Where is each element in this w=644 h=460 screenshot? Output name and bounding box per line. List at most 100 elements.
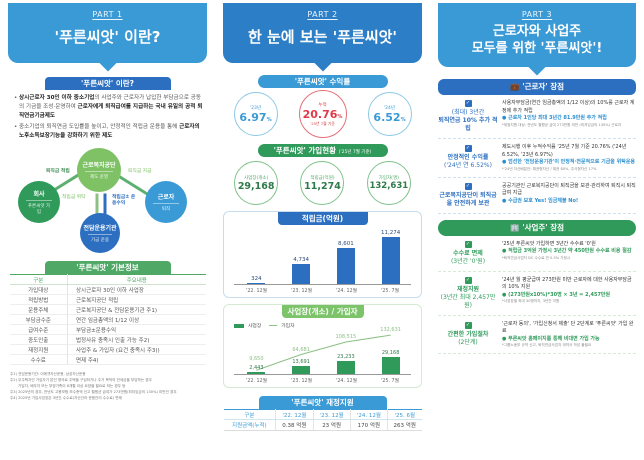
node-kcomwel: 근로복지공단 제도 운영 <box>77 148 121 192</box>
chart-legend: 사업장 가입자 <box>234 322 421 329</box>
connector-line <box>103 193 107 216</box>
label-payout: 퇴직금 지급 <box>128 169 152 174</box>
workplace-value-label: 29,168 <box>381 350 400 357</box>
benefit-row: ✓ 근로복지공단이 퇴직금을 안전하게 보관 공공기관인 근로복지공단이 퇴직금을… <box>438 178 636 214</box>
workplace-bar <box>381 357 400 374</box>
fund-support-heading: '푸른씨앗' 재정지원 <box>258 396 387 409</box>
structure-diagram: 근로복지공단 제도 운영 회사 푸른씨앗 가입 근로자 퇴직 전담운용기관 기금… <box>0 143 215 255</box>
table-row: 수수료 면제 주4) <box>9 354 206 365</box>
part-title: '푸른씨앗' 이란? <box>54 28 161 46</box>
benefit-row: ✓ 간편한 가입절차 (2단계) '근로자 동의', '가입신청서 제출' 단 2단… <box>438 316 636 354</box>
part-label: PART 2 <box>307 10 338 19</box>
column-header: 구분 <box>9 274 68 285</box>
member-value-label: 108,515 <box>335 333 357 340</box>
employer-benefits-heading: 🏢 '사업주' 장점 <box>438 219 636 236</box>
chart-title: 적립금(억원) <box>277 212 368 225</box>
legend-swatch-line <box>269 325 278 326</box>
benefit-row: ✓ 수수료 면제 (3년간 '0'원) '25년 푸른씨앗 가입하면 3년간 수수료… <box>438 236 636 272</box>
part2-header: PART 2 한 눈에 보는 '푸른씨앗' <box>223 3 422 63</box>
benefit-row: ✓ 안정적인 수익률 ('24년 연 6.52%) 제도시행 이후 누적수익률 '2… <box>438 139 636 178</box>
part3-header: PART 3 근로자와 사업주 모두를 위한 '푸른씨앗'! <box>438 3 636 67</box>
check-icon: ✓ <box>464 182 472 190</box>
table-row: 중도인출 법정사유 충족시 인출 가능 주2) <box>9 334 206 345</box>
stat-reserves: 적립금(억원) 11,274 <box>300 161 345 205</box>
intro-bullets: 상시근로자 30인 이하 중소기업의 사업주와 근로자가 납입한 부담금으로 공… <box>14 94 205 141</box>
check-icon: ✓ <box>464 100 472 107</box>
x-tick-label: '22. 12월 <box>246 289 267 294</box>
bar-value-label: 324 <box>251 275 262 282</box>
part-label: PART 3 <box>521 10 553 19</box>
footnote: 주1) 전담운용기관: 이에셋자산운용, 삼성자산운용 <box>10 372 86 376</box>
workplace-value-label: 13,691 <box>292 359 310 366</box>
bar <box>247 282 266 284</box>
membership-circles: 사업장(개소) 29,168 적립금(억원) 11,274 가입자(명) 132… <box>223 161 422 205</box>
node-worker: 근로자 퇴직 <box>145 181 187 223</box>
return-2024: '24년 6.52% <box>367 92 412 136</box>
check-icon: ✓ <box>464 240 472 248</box>
part-label: PART 1 <box>92 10 123 19</box>
footnote: 가입자, 배우자 또는 부양가족이 6개월 이상 요양을 필요로 하는 경우 등 <box>18 384 126 388</box>
bar-area: 324 4,734 8,601 11,274 <box>234 225 411 285</box>
member-line <box>256 334 391 371</box>
node-company: 회사 푸른씨앗 가입 <box>18 181 60 223</box>
combo-area: 2,443 9,650 13,691 64,681 23,233 108,515 29,16… <box>234 327 411 375</box>
part3-panel: PART 3 근로자와 사업주 모두를 위한 '푸른씨앗'! 💼 '근로자' 장점… <box>430 0 644 460</box>
worker-benefits-heading: 💼 '근로자' 장점 <box>438 79 636 95</box>
workplace-bar <box>292 366 311 374</box>
intro-bullet: 중소기업의 퇴직연금 도입률을 높이고, 안정적인 적립금 운용을 통해 근로자… <box>14 123 205 141</box>
stat-members: 가입자(명) 132,631 <box>366 161 411 205</box>
footnote: 주4) 2025년 가입사업장은 3년간 수수료(자산관리·운용관리 수수료) … <box>10 396 122 400</box>
x-tick-label: '23. 12월 <box>291 289 313 294</box>
intro-bullet: 상시근로자 30인 이하 중소기업의 사업주와 근로자가 납입한 부담금으로 공… <box>14 94 205 121</box>
table-row: 지원금액(누적) 0.38 억원 23 억원 170 억원 263 억원 <box>223 419 422 431</box>
x-axis-labels: '22. 12월 '23. 12월 '24. 12월 '25. 7월 <box>234 287 411 294</box>
bar-value-label: 8,601 <box>338 241 354 248</box>
member-value-label: 132,631 <box>380 327 401 334</box>
node-fund-manager: 전담운용기관 기금 운용 <box>80 213 120 253</box>
table-row: 가입대상 상시근로자 30인 이하 사업장 <box>9 284 206 295</box>
table-row: 급여수준 부담금±운용수익 <box>9 324 206 335</box>
label-entrust: 적립금 위탁 <box>62 195 86 200</box>
reserves-bar-chart: 적립금(억원) 324 4,734 8,601 11,274 '22. 12월 '23.… <box>223 211 422 298</box>
workplace-bar <box>336 360 355 374</box>
workplace-member-chart: 사업장(개소) / 가입자(명) 사업장 가입자 2,443 9,650 13,69… <box>223 304 422 388</box>
benefit-row: ✓ 재정지원 (3년간 최대 2,457만원) '24년 월 평균급여 273만원 … <box>438 272 636 316</box>
bar <box>292 264 311 284</box>
member-value-label: 9,650 <box>249 356 264 363</box>
returns-circles: '23년 6.97% 누적 20.76% '25년 7월 기준 '24년 6.5… <box>223 90 422 138</box>
label-deposit: 퇴직금 적립 <box>46 169 70 174</box>
workplace-bar <box>247 372 266 374</box>
table-row: 재정지원 사업주 & 가입자 (요건 충족시 주3)) <box>9 344 206 355</box>
connector-line <box>115 173 150 196</box>
workplace-value-label: 23,233 <box>337 353 355 360</box>
x-tick-label: '24. 12월 <box>336 289 358 294</box>
chart-title: 사업장(개소) / 가입자(명) <box>281 305 364 329</box>
x-tick-label: '23. 12월 <box>291 379 313 384</box>
bar <box>381 237 400 284</box>
briefcase-icon: 💼 <box>509 82 520 91</box>
fund-support-table: 구분 '22. 12월 '23. 12월 '24. 12월 '25. 6월 지원… <box>223 409 422 431</box>
x-tick-label: '25. 7월 <box>381 379 399 384</box>
check-icon: ✓ <box>464 145 472 153</box>
basic-info-table: 구분 주요내용 가입대상 상시근로자 30인 이하 사업장 적립방법 근로복지공단 … <box>9 274 206 365</box>
return-cumulative: 누적 20.76% '25년 7월 기준 <box>298 90 347 138</box>
x-tick-label: '24. 12월 <box>336 379 358 384</box>
x-tick-label: '22. 12월 <box>246 379 267 384</box>
part-title: 근로자와 사업주 모두를 위한 '푸른씨앗'! <box>471 24 603 56</box>
legend-swatch-bar <box>234 323 244 328</box>
label-returns: 적립금± 운용수익 <box>112 195 136 206</box>
intro-heading: '푸른씨앗' 이란? <box>44 77 171 90</box>
bar <box>336 248 355 284</box>
basic-info-heading: '푸른씨앗' 기본정보 <box>44 261 171 274</box>
workplace-value-label: 2,443 <box>249 365 264 371</box>
table-row: 적립방법 근로복지공단 적립 <box>9 294 206 305</box>
x-axis-labels: '22. 12월 '23. 12월 '24. 12월 '25. 7월 <box>234 377 411 384</box>
column-header: 주요내용 <box>67 274 206 285</box>
check-icon: ✓ <box>464 321 472 329</box>
bar-value-label: 4,734 <box>293 257 309 264</box>
building-icon: 🏢 <box>509 222 520 232</box>
x-tick-label: '25. 7월 <box>381 289 399 294</box>
bar-value-label: 11,274 <box>381 230 401 237</box>
part-title: 한 눈에 보는 '푸른씨앗' <box>247 28 398 46</box>
benefit-row: ✓ (최대) 3년간 퇴직연금 10% 추가 적립 사용자부담금(연간 임금총액의 … <box>438 95 636 139</box>
